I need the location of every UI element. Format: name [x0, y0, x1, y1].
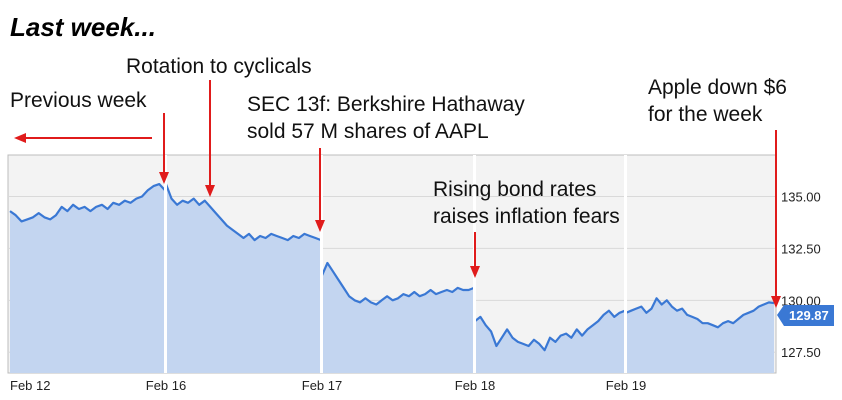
x-tick-label: Feb 12 — [10, 378, 50, 393]
annotation-arrows — [14, 80, 781, 308]
annotations: Previous week Rotation to cyclicals SEC … — [10, 55, 787, 228]
y-axis: 135.00 132.50 130.00 127.50 — [781, 190, 821, 361]
y-tick-label: 132.50 — [781, 241, 821, 256]
arrow-sec-13f — [315, 148, 325, 232]
annotation-sec-line1: SEC 13f: Berkshire Hathaway — [247, 93, 525, 116]
series-line-feb-18 — [474, 309, 626, 352]
arrow-rotation — [205, 80, 215, 197]
current-price-badge: 129.87 — [777, 305, 834, 326]
x-tick-label: Feb 18 — [455, 378, 495, 393]
price-series — [9, 183, 775, 373]
annotation-bond-line2: raises inflation fears — [433, 205, 620, 228]
annotation-rotation: Rotation to cyclicals — [126, 55, 312, 78]
arrow-bond-rates — [470, 232, 480, 278]
arrow-head — [205, 185, 215, 197]
x-tick-label: Feb 17 — [302, 378, 342, 393]
arrow-head — [771, 296, 781, 308]
x-tick-label: Feb 19 — [606, 378, 646, 393]
arrow-head — [315, 220, 325, 232]
series-area-feb-17 — [322, 263, 474, 373]
annotation-bond-line1: Rising bond rates — [433, 178, 596, 201]
plot-area — [7, 154, 777, 374]
annotation-previous-week: Previous week — [10, 89, 147, 112]
series-area-feb-16 — [166, 184, 321, 373]
price-badge-shape — [777, 305, 834, 326]
series-line-feb-16 — [164, 183, 322, 242]
chart-title: Last week... — [10, 12, 156, 42]
series-area-feb-18 — [475, 310, 625, 373]
series-line-feb-17 — [320, 261, 475, 306]
x-tick-label: Feb 16 — [146, 378, 186, 393]
annotation-apple-line1: Apple down $6 — [648, 76, 787, 99]
series-line-feb-19 — [625, 297, 775, 329]
series-line-feb-12 — [9, 183, 166, 223]
y-tick-label: 127.50 — [781, 345, 821, 360]
current-price-label: 129.87 — [789, 308, 829, 323]
arrow-head — [159, 172, 169, 184]
x-axis: Feb 12 Feb 16 Feb 17 Feb 18 Feb 19 — [10, 378, 646, 393]
annotation-apple-line2: for the week — [648, 103, 763, 126]
arrow-apple-down — [771, 130, 781, 308]
y-tick-label: 130.00 — [781, 293, 821, 308]
arrow-previous-week — [14, 133, 152, 143]
series-area-feb-12 — [10, 184, 165, 373]
arrow-head — [14, 133, 26, 143]
arrow-head — [470, 266, 480, 278]
y-tick-label: 135.00 — [781, 190, 821, 205]
series-area-feb-19 — [626, 298, 774, 373]
annotation-sec-line2: sold 57 M shares of AAPL — [247, 120, 489, 143]
arrow-previous-week-drop — [159, 113, 169, 184]
session-separators — [164, 155, 627, 373]
